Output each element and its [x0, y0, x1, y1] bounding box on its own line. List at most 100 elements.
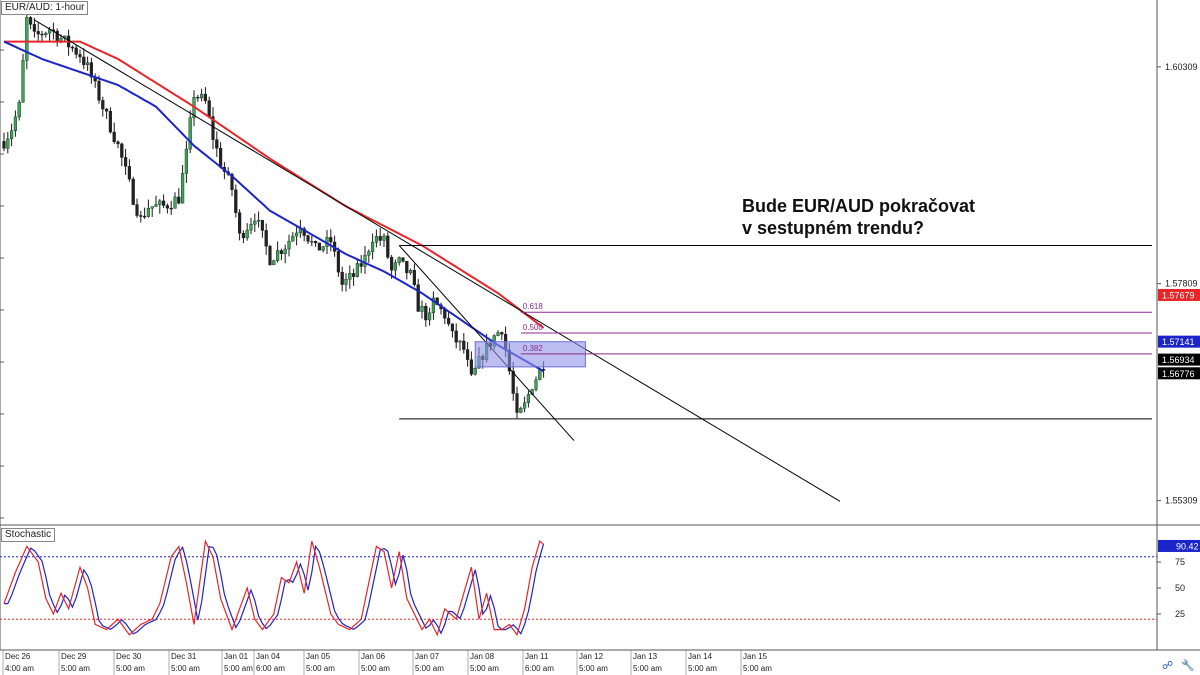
candle-body [424, 305, 428, 321]
time-label: 5:00 am [633, 664, 662, 673]
candle-body [74, 47, 78, 55]
candle-body [348, 273, 352, 280]
date-label: Jan 06 [361, 652, 386, 661]
stoch-value-badge [1158, 539, 1200, 552]
candle-body [367, 251, 371, 256]
candle-body [234, 189, 238, 213]
candle-body [25, 17, 29, 61]
candle-body [420, 305, 424, 312]
time-label: 5:00 am [171, 664, 200, 673]
candle-body [534, 379, 538, 390]
candle-body [257, 219, 261, 222]
wrench-icon[interactable]: 🔧 [1181, 659, 1195, 672]
candle-body [154, 204, 158, 207]
candle-body [306, 235, 310, 242]
candle-body [428, 312, 432, 321]
candle-body [336, 251, 340, 273]
price-badge-label: 1.56776 [1162, 369, 1195, 379]
fib-level-0618-label: 0.618 [523, 302, 544, 311]
candle-body [169, 207, 173, 210]
candle-body [401, 257, 405, 262]
chart-panes [0, 0, 1200, 651]
candle-body [29, 17, 33, 25]
date-label: Jan 04 [256, 652, 281, 661]
candle-body [237, 212, 242, 234]
candle-body [260, 219, 264, 231]
price-pane: 0.618 0.500 0.382 [2, 12, 1152, 502]
price-badge-label: 1.57141 [1162, 337, 1195, 347]
candle-body [82, 56, 86, 66]
candle-body [276, 250, 280, 261]
candle-body [199, 93, 204, 99]
candle-body [120, 143, 124, 158]
candle-body [287, 240, 291, 250]
candle-body [36, 31, 40, 35]
price-badge-label: 1.57679 [1162, 290, 1195, 300]
candle-body [393, 262, 397, 271]
candle-body [139, 215, 143, 217]
candle-body [526, 394, 530, 403]
candle-body [500, 332, 504, 335]
symbol-label: EUR/AUD: 1-hour [1, 1, 89, 15]
stoch-value-label: 90.42 [1176, 541, 1199, 551]
candle-body [165, 205, 169, 209]
stochastic-k-line [3, 539, 544, 637]
candle-body [462, 340, 466, 350]
candle-body [268, 246, 272, 266]
candle-body [412, 270, 416, 285]
date-label: Jan 11 [525, 652, 549, 661]
fib-level-0500-label: 0.500 [523, 323, 544, 332]
fib-level-0382-label: 0.382 [523, 344, 544, 353]
candle-body [127, 166, 131, 180]
candle-body [123, 157, 128, 167]
stochastic-d-line [4, 543, 545, 636]
trendline-1 [34, 19, 841, 502]
candle-body [279, 250, 283, 254]
stoch-tick-label: 25 [1175, 609, 1185, 619]
candle-body [184, 148, 188, 174]
candle-body [352, 273, 356, 277]
chart-annotation: Bude EUR/AUD pokračovat v sestupném tren… [742, 195, 975, 239]
candle-body [310, 241, 314, 243]
annotation-line-2: v sestupném trendu? [742, 218, 925, 238]
stoch-tick-label: 50 [1175, 583, 1185, 593]
candle-body [344, 279, 348, 285]
candle-body [371, 242, 375, 252]
candle-body [469, 359, 473, 375]
date-label: Jan 14 [688, 652, 713, 661]
time-label: 6:00 am [525, 664, 554, 673]
candle-body [78, 54, 82, 58]
price-badge [1158, 353, 1200, 366]
price-tick-label: 1.60309 [1165, 62, 1198, 72]
candle-body [177, 196, 181, 204]
candle-body [116, 141, 120, 145]
time-label: 5:00 am [579, 664, 608, 673]
candle-body [374, 236, 378, 243]
candle-body [363, 254, 367, 267]
candle-body [161, 200, 166, 206]
candle-body [409, 270, 413, 274]
candle-body [314, 241, 318, 244]
candle-body [245, 229, 249, 239]
candle-body [340, 271, 344, 285]
blue-moving-average-line [3, 40, 545, 373]
candle-body [390, 257, 394, 271]
date-label: Dec 30 [116, 652, 142, 661]
time-label: 5:00 am [361, 664, 390, 673]
candle-body [538, 369, 542, 380]
time-label: 4:00 am [5, 664, 34, 673]
candle-body [158, 200, 162, 205]
candle-body [291, 235, 295, 242]
candle-body [329, 237, 333, 243]
candle-body [89, 62, 93, 78]
candle-body [85, 62, 90, 66]
annotation-line-1: Bude EUR/AUD pokračovat [742, 196, 976, 216]
date-label: Jan 01 [224, 652, 249, 661]
candle-body [180, 173, 185, 204]
red-moving-average-line [4, 40, 545, 329]
candle-body [17, 102, 21, 118]
candle-body [32, 24, 36, 32]
link-icon[interactable]: ☍ [1162, 659, 1174, 672]
candle-body [473, 367, 477, 375]
candle-body [48, 29, 52, 34]
